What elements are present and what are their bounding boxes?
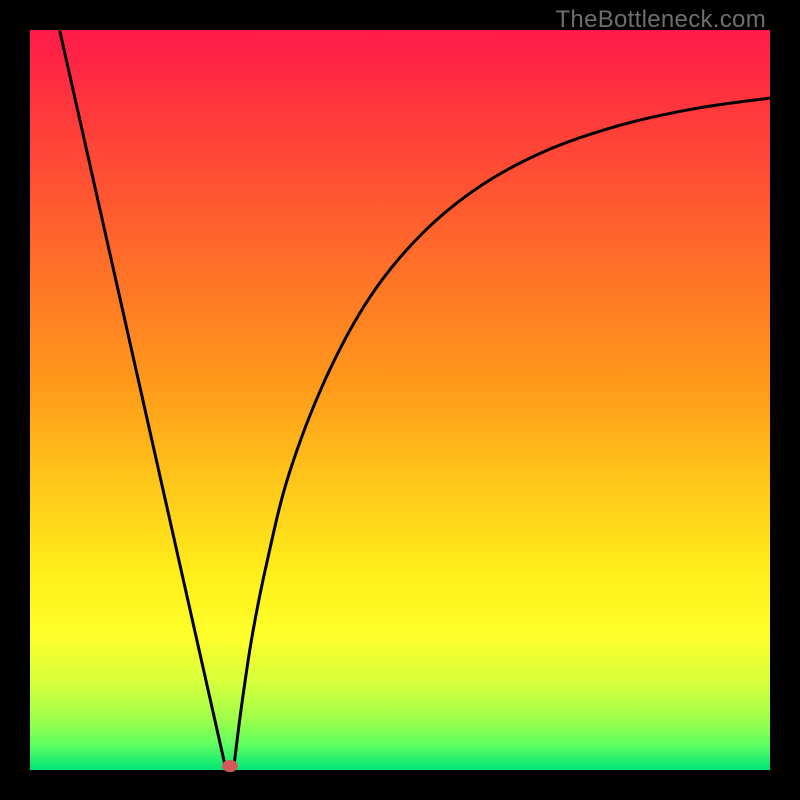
watermark-text: TheBottleneck.com xyxy=(555,6,766,34)
bottleneck-curve xyxy=(30,30,770,770)
plot-area xyxy=(30,30,770,770)
bottleneck-marker xyxy=(222,760,238,772)
chart-container: TheBottleneck.com xyxy=(0,0,800,800)
curve-right-branch xyxy=(234,98,771,770)
curve-left-branch xyxy=(60,30,227,770)
